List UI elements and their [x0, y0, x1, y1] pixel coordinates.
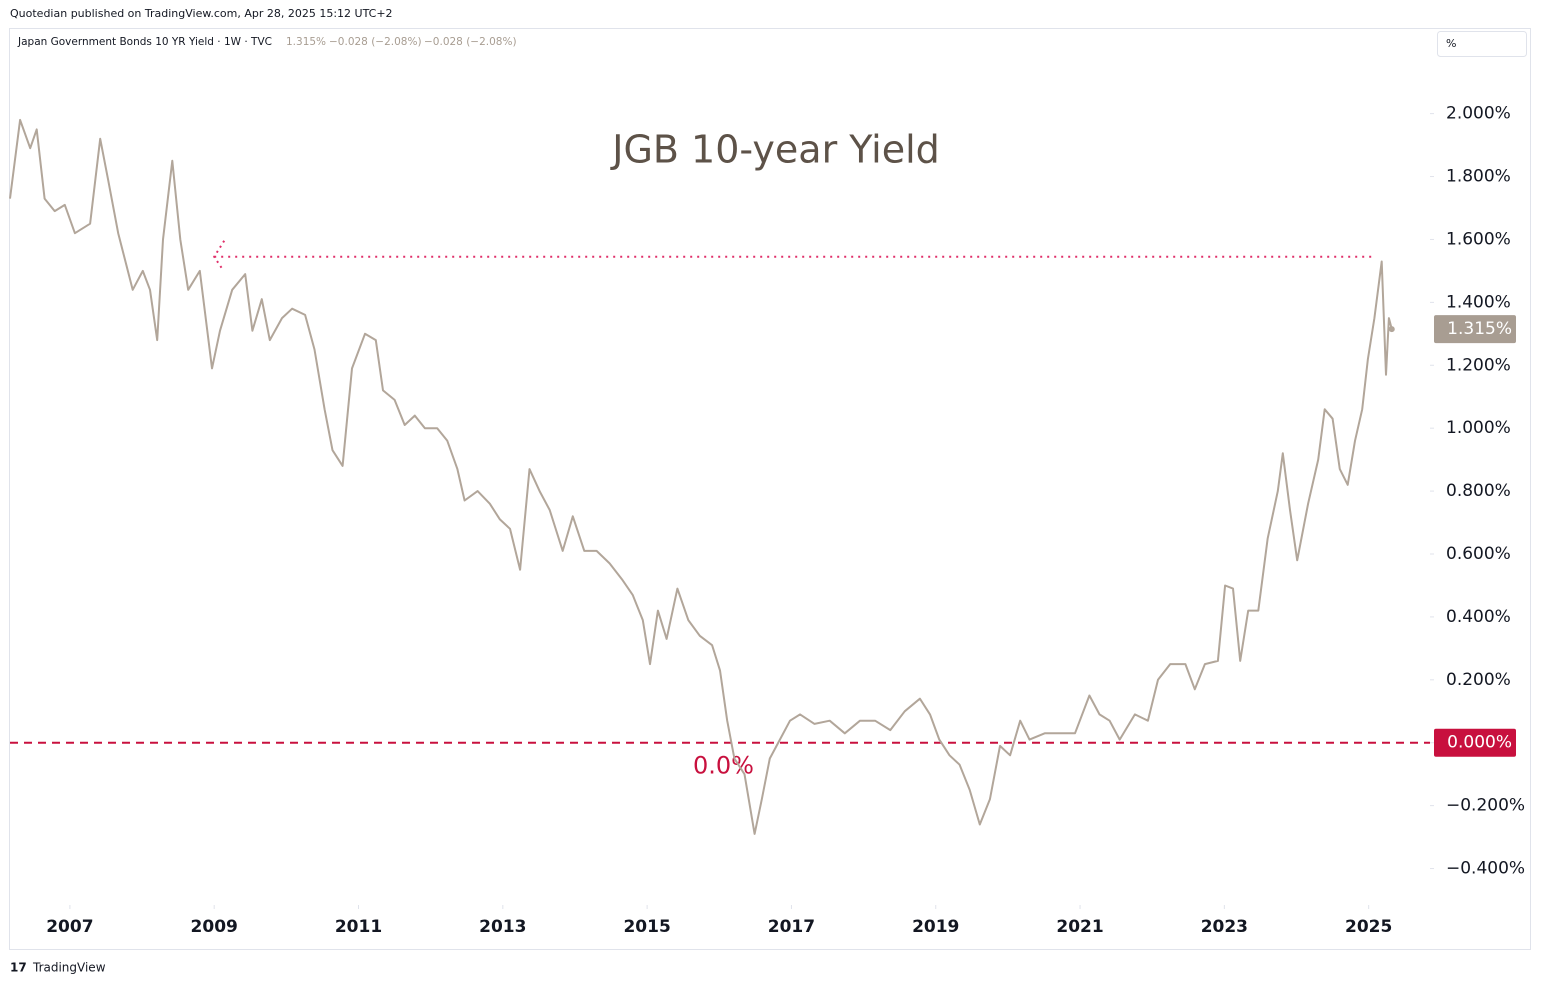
logo-mark: 17 [10, 961, 27, 975]
x-tick-label: 2015 [623, 917, 670, 937]
y-tick-label: 2.000% [1446, 104, 1511, 124]
chart-title: JGB 10-year Yield [610, 128, 940, 172]
x-tick-label: 2021 [1056, 917, 1103, 937]
chart-frame [9, 28, 1531, 950]
y-tick-label: 0.600% [1446, 544, 1511, 564]
x-tick-label: 2007 [46, 917, 93, 937]
price-label: 1.315% [1447, 319, 1512, 339]
unit-label: % [1446, 37, 1456, 50]
level-price-label: 0.000% [1447, 733, 1512, 753]
y-tick-label: −0.400% [1446, 859, 1525, 879]
unit-box[interactable] [1437, 31, 1527, 57]
y-tick-label: 1.000% [1446, 418, 1511, 438]
legend-change: −0.028 (−2.08%) [329, 36, 422, 48]
x-tick-label: 2019 [912, 917, 959, 937]
y-tick-label: 0.400% [1446, 607, 1511, 627]
x-tick-label: 2013 [479, 917, 526, 937]
level-price-box [1434, 728, 1516, 757]
publisher-header: Quotedian published on TradingView.com, … [10, 7, 393, 20]
legend-last: 1.315% [286, 36, 326, 48]
x-tick-label: 2017 [768, 917, 815, 937]
x-tick-label: 2023 [1201, 917, 1248, 937]
y-tick-label: 0.200% [1446, 670, 1511, 690]
y-tick-label: 1.400% [1446, 292, 1511, 312]
level-marker [213, 240, 226, 270]
last-point [1388, 326, 1395, 333]
series-line [9, 118, 1393, 835]
y-tick-label: 1.200% [1446, 355, 1511, 375]
x-tick-label: 2025 [1345, 917, 1392, 937]
legend-change: −0.028 (−2.08%) [424, 36, 517, 48]
y-tick-label: −0.200% [1446, 796, 1525, 816]
y-tick-label: 0.800% [1446, 481, 1511, 501]
y-tick-label: 1.800% [1446, 167, 1511, 187]
y-tick-label: 1.600% [1446, 229, 1511, 249]
legend-symbol: Japan Government Bonds 10 YR Yield · 1W … [17, 36, 272, 48]
x-tick-label: 2011 [335, 917, 382, 937]
x-tick-label: 2009 [191, 917, 238, 937]
footer-brand: TradingView [32, 961, 106, 975]
price-box [1434, 315, 1516, 344]
